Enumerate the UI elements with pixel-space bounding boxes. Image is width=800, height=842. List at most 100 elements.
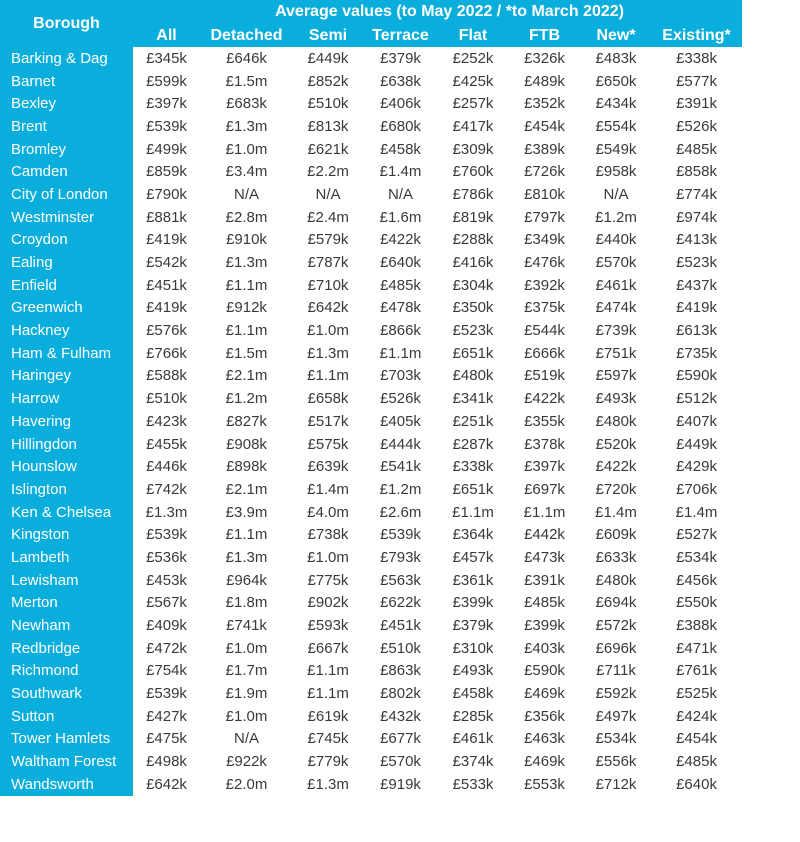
value-cell-new: £422k: [595, 458, 637, 476]
value-cell-ftb: £422k: [524, 390, 565, 408]
value-cell-new: £461k: [595, 276, 637, 294]
value-cell-terrace: £703k: [380, 367, 421, 385]
value-cell-semi: £1.4m: [307, 480, 349, 498]
value-cell-flat: £760k: [452, 163, 494, 181]
table-header: Borough Average values (to May 2022 / *t…: [0, 0, 743, 47]
value-cell-new: £633k: [595, 548, 637, 566]
value-cell-all: £419k: [146, 231, 187, 249]
value-cell-all: £539k: [146, 526, 187, 544]
value-cell-all: £455k: [146, 435, 187, 453]
column-header-existing: Existing*: [651, 24, 743, 47]
borough-name: Westminster: [0, 205, 133, 229]
value-cell-new: £480k: [595, 412, 637, 430]
table-row: Hackney £576k £1.1m £1.0m £866k £523k £544k £73…: [0, 318, 742, 342]
value-cell-new: £554k: [595, 117, 637, 135]
value-cell-flat: £1.1m: [452, 503, 494, 521]
value-cell-all: £446k: [146, 458, 187, 476]
table-row: Hillingdon £455k £908k £575k £444k £287k £378k…: [0, 432, 742, 456]
borough-name: Lambeth: [0, 545, 133, 569]
table-row: City of London £790k N/A N/A N/A £786k £810k N/…: [0, 182, 742, 206]
value-cell-ftb: £355k: [524, 412, 565, 430]
value-cell-existing: £527k: [676, 526, 717, 544]
value-cell-ftb: £489k: [524, 72, 565, 90]
table-row: Croydon £419k £910k £579k £422k £288k £349k £44…: [0, 228, 742, 252]
value-cell-ftb: £403k: [524, 639, 565, 657]
value-cell-detached: £898k: [226, 458, 267, 476]
value-cell-ftb: £463k: [524, 730, 565, 748]
value-cell-all: £542k: [146, 254, 187, 272]
value-cell-existing: £338k: [676, 49, 717, 67]
value-cell-flat: £417k: [452, 117, 494, 135]
value-cell-flat: £361k: [452, 571, 494, 589]
value-cell-terrace: N/A: [387, 185, 413, 203]
value-cell-existing: £454k: [676, 730, 717, 748]
borough-name: Camden: [0, 159, 133, 184]
table-row: Tower Hamlets £475k N/A £745k £677k £461k £463…: [0, 727, 742, 751]
value-cell-all: £881k: [146, 208, 187, 226]
value-cell-ftb: £544k: [524, 322, 565, 340]
value-cell-terrace: £539k: [380, 526, 421, 544]
value-cell-existing: £485k: [676, 753, 717, 771]
value-cell-new: N/A: [603, 185, 629, 203]
value-cell-terrace: £638k: [380, 72, 421, 90]
value-cell-semi: £2.4m: [307, 208, 349, 226]
value-cell-detached: N/A: [233, 185, 259, 203]
value-cell-terrace: £1.4m: [379, 163, 422, 181]
value-cell-detached: £1.5m: [225, 72, 268, 90]
table-row: Waltham Forest £498k £922k £779k £570k £374k £…: [0, 749, 742, 773]
value-cell-semi: £902k: [307, 594, 349, 612]
value-cell-semi: £1.3m: [307, 344, 349, 362]
value-cell-detached: £1.3m: [225, 117, 268, 135]
value-cell-all: £642k: [146, 775, 187, 793]
value-cell-detached: £2.1m: [225, 480, 268, 498]
value-cell-all: £742k: [146, 480, 187, 498]
value-cell-ftb: £469k: [524, 685, 565, 703]
value-cell-ftb: £356k: [524, 707, 565, 725]
borough-name: Ken & Chelsea: [0, 500, 133, 524]
column-header-new: New*: [581, 24, 651, 47]
value-cell-terrace: £405k: [380, 412, 421, 430]
value-cell-new: £958k: [595, 163, 637, 181]
value-cell-ftb: £473k: [524, 548, 565, 566]
table-row: Lambeth £536k £1.3m £1.0m £793k £457k £473k £63…: [0, 545, 742, 569]
value-cell-terrace: £422k: [380, 231, 421, 249]
table-row: Westminster £881k £2.8m £2.4m £1.6m £819k £797…: [0, 205, 742, 229]
value-cell-flat: £374k: [452, 753, 494, 771]
table-row: Bromley £499k £1.0m £621k £458k £309k £389k £54…: [0, 137, 742, 161]
value-cell-new: £720k: [595, 480, 637, 498]
value-cell-terrace: £863k: [380, 662, 421, 680]
value-cell-terrace: £379k: [380, 49, 421, 67]
borough-name: Richmond: [0, 659, 133, 683]
value-cell-existing: £525k: [676, 685, 717, 703]
value-cell-semi: £1.0m: [307, 548, 349, 566]
value-cell-existing: £534k: [676, 548, 717, 566]
value-cell-terrace: £1.1m: [379, 344, 422, 362]
value-cell-new: £556k: [595, 753, 637, 771]
value-cell-detached: £2.1m: [225, 367, 268, 385]
table-row: Bexley £397k £683k £510k £406k £257k £352k £434…: [0, 91, 742, 116]
value-cell-flat: £399k: [452, 594, 494, 612]
value-cell-ftb: £389k: [524, 140, 565, 158]
value-cell-new: £434k: [595, 95, 637, 113]
value-cell-flat: £287k: [452, 435, 494, 453]
value-cell-ftb: £375k: [524, 299, 565, 317]
table-row: Kingston £539k £1.1m £738k £539k £364k £442k £6…: [0, 522, 742, 547]
value-cell-flat: £338k: [452, 458, 494, 476]
borough-name: Southwark: [0, 681, 133, 705]
value-cell-all: £427k: [146, 707, 187, 725]
value-cell-terrace: £2.6m: [379, 503, 422, 521]
borough-name: Wandsworth: [0, 772, 133, 796]
borough-name: Ham & Fulham: [0, 341, 133, 365]
value-cell-terrace: £570k: [380, 753, 421, 771]
value-cell-existing: £613k: [676, 322, 717, 340]
value-cell-semi: £4.0m: [307, 503, 349, 521]
value-cell-terrace: £919k: [380, 775, 421, 793]
value-cell-existing: £512k: [676, 390, 717, 408]
value-cell-semi: £642k: [307, 299, 349, 317]
column-header-semi: Semi: [293, 24, 363, 47]
value-cell-detached: £1.9m: [225, 685, 268, 703]
table-row: Haringey £588k £2.1m £1.1m £703k £480k £519k £5…: [0, 364, 742, 388]
borough-name: Enfield: [0, 273, 133, 297]
value-cell-ftb: £469k: [524, 753, 565, 771]
value-cell-flat: £379k: [452, 617, 494, 635]
